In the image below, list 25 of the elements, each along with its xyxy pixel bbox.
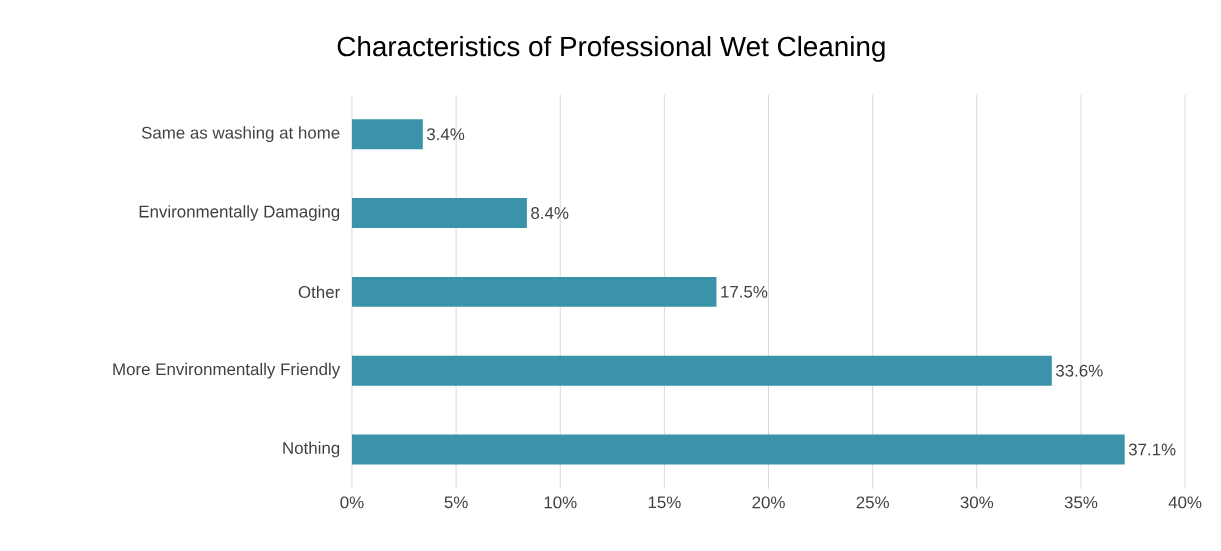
y-tick-label: Same as washing at home <box>141 126 340 143</box>
y-tick-label: Nothing <box>283 441 340 458</box>
y-tick-label: Environmentally Damaging <box>139 205 340 222</box>
x-tick-label: 30% <box>960 496 994 509</box>
bar <box>351 355 1052 386</box>
x-tick-label: 40% <box>1168 496 1202 509</box>
x-tick-label: 10% <box>544 496 577 509</box>
x-tick-label: 20% <box>752 496 785 509</box>
data-label: 33.6% <box>1055 364 1103 377</box>
data-label: 17.5% <box>721 286 768 298</box>
x-tick-label: 15% <box>648 496 681 509</box>
x-tick-label: 0% <box>340 496 364 509</box>
y-tick-label: Other <box>298 285 340 299</box>
bar <box>351 119 423 150</box>
chart-title: Characteristics of Professional Wet Cleaning <box>337 36 885 62</box>
y-tick-label: More Environmentally Friendly <box>113 362 341 379</box>
bar <box>351 198 527 229</box>
x-tick-label: 5% <box>444 496 468 509</box>
x-tick-label: 35% <box>1064 496 1098 509</box>
x-tick-label: 25% <box>856 496 889 509</box>
data-label: 37.1% <box>1128 443 1176 456</box>
bar <box>351 277 717 307</box>
bar <box>351 434 1125 465</box>
data-label: 8.4% <box>531 207 569 220</box>
data-label: 3.4% <box>426 128 465 141</box>
